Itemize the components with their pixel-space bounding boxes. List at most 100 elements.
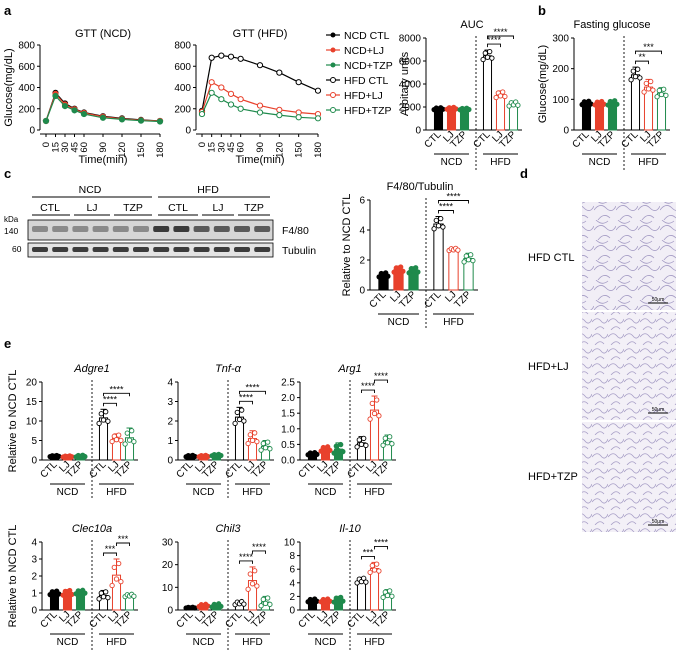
- x-tick-label: 15: [207, 142, 218, 153]
- y-tick-label: 10: [162, 583, 174, 594]
- data-point: [466, 106, 472, 113]
- blot-band-tubulin: Tubulin: [282, 245, 316, 257]
- panel-letter-c: c: [4, 166, 11, 181]
- data-point: [113, 576, 120, 582]
- data-point: [391, 269, 397, 275]
- significance-label: ****: [239, 392, 254, 402]
- data-point: [254, 583, 260, 589]
- bar-lj-ncd: [446, 107, 457, 131]
- significance-label: ****: [374, 371, 389, 381]
- group-label-hfd: HFD: [490, 157, 511, 168]
- y-tick-label: 800: [18, 41, 35, 52]
- data-point: [465, 257, 472, 263]
- significance-bracket: [635, 50, 662, 55]
- x-tick-label: CTL: [174, 609, 195, 630]
- x-tick-label: 180: [155, 142, 166, 158]
- y-tick-label: 20: [26, 378, 38, 389]
- bar-tzp-ncd: [459, 108, 470, 131]
- data-point: [663, 92, 669, 99]
- y-tick-label: 0: [289, 606, 295, 617]
- group-label-hfd: HFD: [443, 317, 464, 328]
- data-point: [358, 441, 365, 447]
- x-tick-label: 45: [226, 142, 237, 153]
- y-tick-label: 10: [284, 538, 296, 549]
- f480-band: [32, 226, 48, 232]
- data-point: [124, 430, 130, 436]
- significance-label: ****: [245, 382, 260, 392]
- x-tick-label: 60: [236, 142, 247, 153]
- x-tick-label: CTL: [38, 459, 59, 480]
- data-point: [489, 55, 495, 61]
- data-point: [267, 446, 273, 452]
- data-point: [103, 409, 109, 415]
- data-point: [487, 49, 493, 55]
- data-point-tzp: [156, 118, 164, 125]
- legend-label: NCD CTL: [344, 30, 390, 42]
- tubulin-band: [52, 247, 69, 252]
- panel-letter-a: a: [4, 3, 12, 18]
- y-tick-label: 0: [167, 456, 173, 467]
- data-point-ctl: [295, 79, 302, 86]
- y-tick-label: 800: [174, 41, 191, 52]
- blot-kda-label: kDa: [4, 215, 19, 224]
- chart-title: F4/80/Tubulin: [387, 181, 454, 193]
- group-label-ncd: NCD: [193, 487, 215, 498]
- data-point: [245, 440, 251, 447]
- y-tick-label: 1: [31, 589, 37, 600]
- data-point-tzp: [256, 109, 264, 116]
- bar-lj-ncd: [594, 102, 605, 131]
- y-tick-label: 2: [31, 572, 37, 583]
- data-point: [468, 252, 474, 258]
- gtt-legend: NCD CTL NCD+LJ NCD+TZP HFD CTL HFD+LJ HF…: [326, 30, 393, 117]
- y-tick-label: 0: [415, 126, 421, 137]
- x-tick-label: 0: [197, 142, 208, 147]
- f480-band: [112, 226, 129, 232]
- y-tick-label: 4: [359, 226, 365, 237]
- y-tick-label: 3: [167, 397, 173, 408]
- tubulin-band: [153, 247, 170, 252]
- histology-panel: 50μm 50μm 50μm HFD CTL HFD+LJ HFD+TZP: [528, 202, 676, 532]
- data-point: [109, 582, 115, 589]
- y-tick-label: 1.5: [281, 409, 295, 420]
- data-point: [111, 564, 117, 571]
- x-tick-label: CTL: [570, 129, 591, 150]
- data-point-tzp: [208, 89, 215, 96]
- data-point: [247, 571, 253, 577]
- significance-bracket: [252, 550, 266, 554]
- significance-bracket: [103, 392, 130, 397]
- data-point: [385, 273, 391, 279]
- data-point: [438, 215, 444, 222]
- x-tick-label: CTL: [471, 129, 492, 150]
- y-tick-label: 5: [31, 436, 37, 447]
- y-tick-label: 15: [26, 397, 38, 408]
- data-point: [131, 593, 137, 599]
- significance-bracket: [374, 379, 388, 384]
- x-tick-label: 90: [255, 142, 266, 153]
- data-point: [314, 451, 320, 458]
- data-point-tzp: [52, 92, 59, 100]
- data-point: [371, 410, 378, 417]
- y-tick-label: 100: [552, 95, 569, 106]
- f480-band: [92, 226, 109, 232]
- data-point: [205, 603, 211, 609]
- data-point: [369, 400, 375, 406]
- data-point: [371, 567, 378, 573]
- bar-ctl-hfd: [356, 580, 367, 611]
- data-point: [105, 418, 111, 424]
- y-tick-label: 600: [174, 62, 191, 73]
- data-point: [661, 86, 667, 92]
- x-tick-label: CTL: [619, 129, 640, 150]
- data-point: [387, 588, 393, 594]
- data-point: [314, 598, 320, 604]
- x-tick-label: 60: [79, 142, 90, 153]
- x-tick-label: 0: [41, 142, 52, 147]
- blot-marker-140: 140: [4, 226, 18, 236]
- tubulin-band: [254, 247, 271, 252]
- data-point: [363, 442, 369, 448]
- data-point: [126, 437, 133, 443]
- significance-label: ***: [118, 534, 129, 544]
- group-label-ncd: NCD: [589, 157, 611, 168]
- data-point: [398, 264, 404, 270]
